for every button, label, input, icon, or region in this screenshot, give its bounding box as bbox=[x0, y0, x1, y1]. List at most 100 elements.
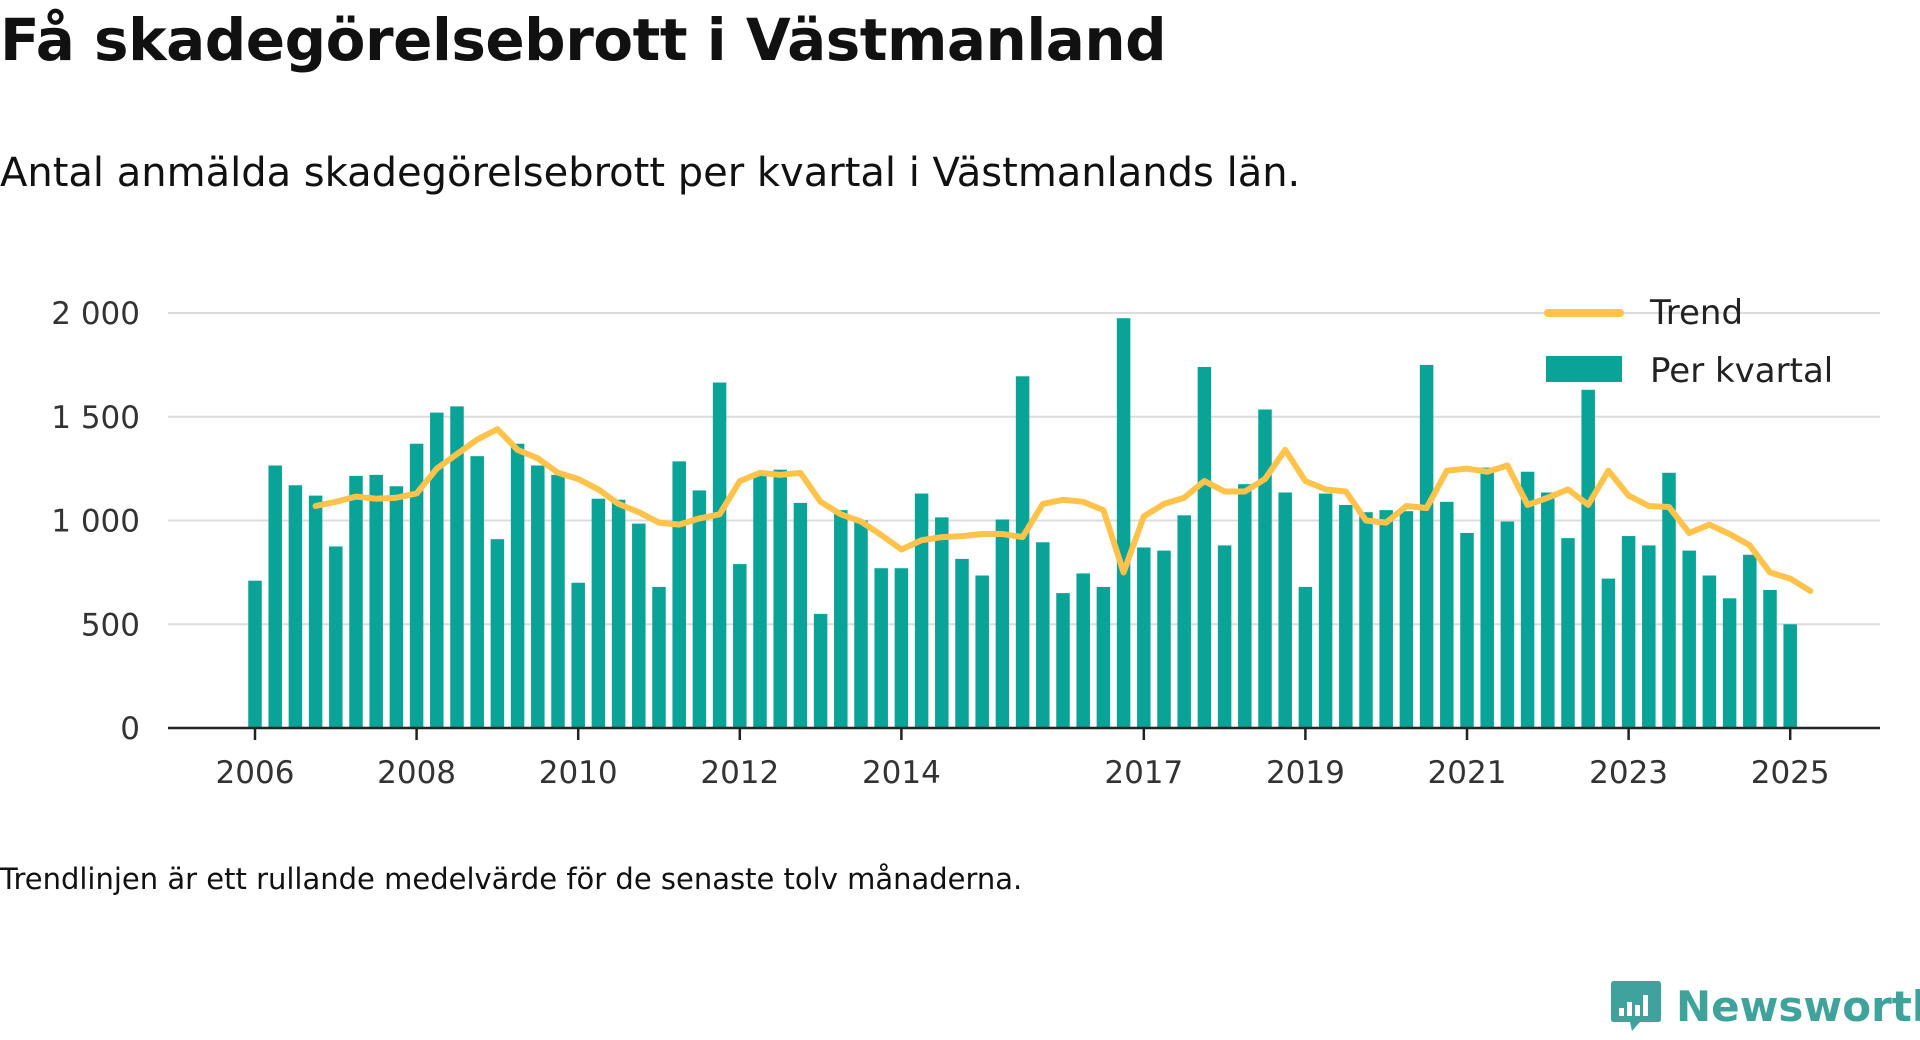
bar bbox=[510, 443, 525, 728]
bar bbox=[672, 461, 686, 728]
bar bbox=[409, 443, 424, 728]
bar bbox=[349, 475, 363, 728]
legend: Trend Per kvartal bbox=[1544, 293, 1833, 391]
x-tick-label: 2012 bbox=[700, 755, 779, 791]
bars bbox=[248, 318, 1797, 728]
bar bbox=[1076, 573, 1090, 728]
bar bbox=[1702, 575, 1717, 728]
bar bbox=[1460, 532, 1474, 728]
bar bbox=[1217, 545, 1232, 728]
legend-bar-swatch bbox=[1546, 356, 1622, 382]
bar bbox=[1399, 511, 1414, 728]
footnote: Trendlinjen är ett rullande medelvärde f… bbox=[0, 862, 1023, 896]
bar bbox=[571, 582, 585, 728]
chart-title: Få skadegörelsebrott i Västmanland bbox=[0, 6, 1167, 74]
bar bbox=[874, 568, 888, 728]
bar bbox=[793, 502, 808, 728]
bar bbox=[268, 465, 282, 728]
bar bbox=[1480, 467, 1494, 728]
bar bbox=[773, 469, 787, 728]
legend-trend-label: Trend bbox=[1649, 293, 1743, 333]
bar bbox=[1137, 547, 1151, 728]
x-tick-label: 2014 bbox=[862, 755, 941, 791]
y-tick-label: 2 000 bbox=[51, 296, 140, 332]
x-tick-label: 2017 bbox=[1104, 755, 1183, 791]
bar bbox=[652, 586, 666, 728]
bar bbox=[692, 490, 707, 728]
x-tick-label: 2019 bbox=[1266, 755, 1345, 791]
y-tick-label: 0 bbox=[120, 711, 140, 747]
x-tick-label: 2006 bbox=[216, 755, 295, 791]
newsworthy-logo-icon bbox=[1611, 981, 1661, 1031]
y-tick-label: 1 500 bbox=[51, 400, 140, 436]
bar bbox=[1258, 409, 1272, 728]
bar bbox=[490, 539, 505, 728]
bar bbox=[1116, 318, 1131, 728]
bar bbox=[914, 493, 929, 728]
bar bbox=[1682, 550, 1696, 728]
trend-series bbox=[312, 426, 1814, 594]
bar bbox=[1015, 376, 1030, 728]
legend-bar-label: Per kvartal bbox=[1650, 351, 1833, 391]
x-tick-label: 2008 bbox=[377, 755, 456, 791]
bar bbox=[1440, 501, 1454, 728]
bar bbox=[1036, 542, 1050, 728]
bar bbox=[935, 517, 949, 728]
bar bbox=[329, 546, 343, 728]
bar bbox=[611, 499, 626, 728]
bar bbox=[1379, 510, 1393, 728]
bar bbox=[1500, 521, 1515, 728]
bar bbox=[1197, 366, 1212, 728]
bar bbox=[894, 568, 909, 728]
bar bbox=[450, 406, 464, 728]
axes: 0 500 1 000 1 500 2 000 2006 2008 2010 2012 2014 2… bbox=[51, 296, 1880, 791]
bar bbox=[531, 465, 545, 728]
bar bbox=[389, 486, 404, 728]
bar bbox=[1278, 492, 1292, 728]
bar bbox=[1541, 492, 1555, 728]
bar bbox=[854, 520, 868, 728]
y-tick-label: 1 000 bbox=[51, 504, 140, 540]
x-tick-label: 2010 bbox=[539, 755, 618, 791]
bar bbox=[1581, 389, 1595, 728]
bar bbox=[1561, 538, 1575, 728]
bar bbox=[1520, 471, 1535, 728]
bar bbox=[1419, 364, 1434, 728]
bar bbox=[1298, 586, 1313, 728]
bar bbox=[1157, 550, 1171, 728]
bar bbox=[369, 474, 383, 728]
bar bbox=[1359, 512, 1373, 728]
bar bbox=[995, 519, 1010, 728]
bar bbox=[1743, 554, 1757, 728]
bar bbox=[308, 495, 323, 728]
bar bbox=[1339, 504, 1353, 728]
bar bbox=[975, 575, 989, 728]
bar bbox=[955, 558, 969, 728]
brand-name: Newsworthy bbox=[1676, 981, 1920, 1031]
bar bbox=[1621, 536, 1636, 728]
bar bbox=[753, 474, 767, 728]
bar bbox=[591, 498, 606, 728]
bar bbox=[430, 412, 444, 728]
bar bbox=[733, 564, 747, 728]
bar bbox=[1318, 493, 1333, 728]
bar bbox=[813, 613, 828, 728]
x-tick-label: 2021 bbox=[1428, 755, 1507, 791]
x-tick-label: 2023 bbox=[1589, 755, 1668, 791]
bar bbox=[1056, 593, 1070, 728]
bar bbox=[1177, 515, 1191, 728]
x-tick-label: 2025 bbox=[1751, 755, 1830, 791]
bar bbox=[1763, 590, 1777, 728]
bar bbox=[1642, 545, 1656, 728]
bar bbox=[834, 510, 848, 728]
chart-subtitle: Antal anmälda skadegörelsebrott per kvar… bbox=[0, 150, 1301, 196]
bar bbox=[288, 485, 303, 728]
bar bbox=[1722, 598, 1737, 728]
brand-logo[interactable]: Newsworthy bbox=[1610, 980, 1920, 1032]
bar bbox=[1662, 472, 1676, 728]
bar bbox=[1238, 484, 1252, 728]
bar bbox=[1601, 578, 1616, 728]
bar bbox=[632, 523, 646, 728]
bar bbox=[470, 456, 484, 728]
